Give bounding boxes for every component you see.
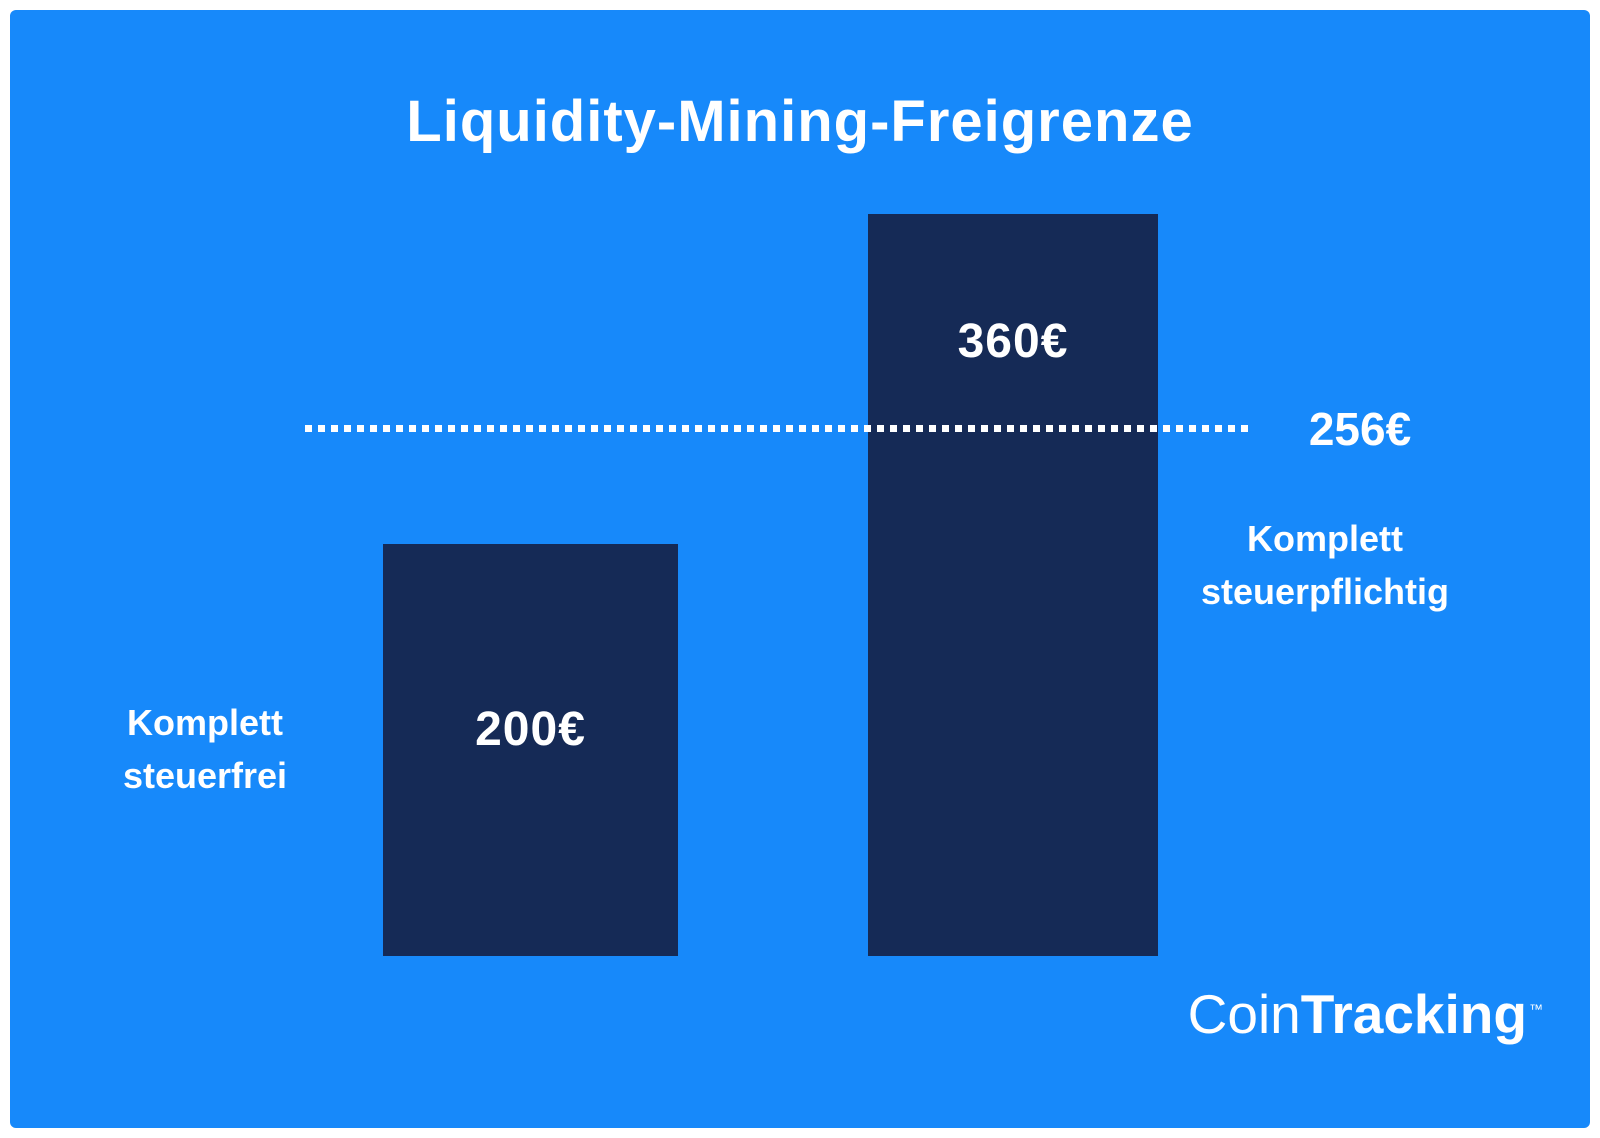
bar-value-label-200: 200€ [475, 702, 586, 756]
annotation-steuerfrei-line1: Komplett [127, 702, 283, 743]
threshold-dotted-line [305, 425, 1253, 432]
annotation-steuerpflichtig-line1: Komplett [1247, 518, 1403, 559]
annotation-steuerpflichtig: Komplett steuerpflichtig [1160, 512, 1490, 619]
logo-text-coin: Coin [1187, 983, 1301, 1045]
annotation-steuerfrei: Komplett steuerfrei [60, 696, 350, 803]
bar-steuerpflichtig: 360€ [868, 213, 1158, 956]
blue-background-panel [10, 10, 1590, 1128]
bar-steuerfrei: 200€ [383, 543, 678, 956]
chart-title: Liquidity-Mining-Freigrenze [406, 89, 1194, 154]
annotation-steuerpflichtig-line2: steuerpflichtig [1200, 571, 1450, 613]
threshold-value-label: 256€ [1308, 403, 1412, 455]
cointracking-logo: CoinTracking ™ [1188, 982, 1543, 1046]
logo-text-tracking: Tracking [1300, 983, 1527, 1045]
logo-trademark-symbol: ™ [1529, 1000, 1543, 1017]
bar-value-label-360: 360€ [957, 314, 1069, 368]
annotation-steuerfrei-line2: steuerfrei [122, 755, 288, 797]
